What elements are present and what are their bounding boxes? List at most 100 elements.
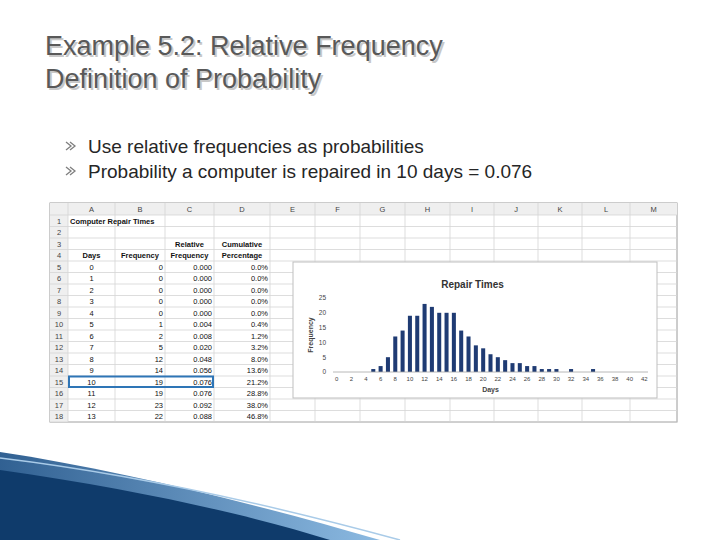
column-letter: J [514,205,518,214]
table-cell: 23 [155,401,163,410]
cell-gridline [50,422,677,423]
table-cell: 0 [159,297,163,306]
x-tick-label: 28 [538,376,545,382]
table-cell: 0.0% [251,263,268,272]
y-tick-label: 25 [319,294,327,301]
x-tick-label: 40 [626,376,633,382]
table-cell: 4 [89,309,93,318]
x-tick-label: 22 [494,376,501,382]
slide-title: Example 5.2: Relative Frequency [45,31,443,61]
x-tick-label: 36 [597,376,604,382]
cell-gridline [270,203,271,422]
chart: Repair Times0510152025Frequency024681012… [293,262,657,398]
table-cell: 46.8% [247,412,269,421]
bar [481,348,485,372]
x-tick-label: 30 [553,376,560,382]
x-tick-label: 10 [407,376,414,382]
bars [371,304,595,372]
column-letter: H [425,205,430,214]
x-tick-label: 42 [641,376,648,382]
table-cell: 12 [87,401,95,410]
bar [540,369,544,372]
bar [496,357,500,372]
table-cell: 7 [89,343,93,352]
x-axis-label: Days [482,386,499,394]
swoosh [0,470,330,540]
table-cell: 0.056 [193,366,212,375]
background [0,0,720,540]
bar [386,357,390,372]
sheet-frame [50,203,677,422]
row-number: 17 [55,401,63,410]
x-tick-label: 32 [568,376,575,382]
bar [415,316,419,372]
cell-gridline [50,215,677,216]
row-number: 1 [57,217,61,226]
table-cell: 8 [89,355,93,364]
x-tick-label: 14 [436,376,443,382]
table-cell: 0 [89,263,93,272]
column-header-bar [50,203,677,215]
table-cell: 0.000 [193,286,212,295]
y-tick-label: 0 [322,368,326,375]
table-cell: 2 [159,332,163,341]
bar [532,366,536,372]
bar [569,369,573,372]
table-cell: 14 [155,366,163,375]
table-cell: 8.0% [251,355,268,364]
row-number: 13 [55,355,63,364]
row-number: 16 [55,389,63,398]
x-tick-label: 34 [582,376,589,382]
bullet-text: Use relative frequencies as probabilitie… [88,136,424,157]
table-cell: 0.076 [193,389,212,398]
chart-title: Repair Times [441,279,504,290]
bar [445,313,449,372]
table-cell: 9 [89,366,93,375]
x-tick-label: 24 [509,376,516,382]
table-cell: 13.6% [247,366,269,375]
bar [510,363,514,372]
bar [401,331,405,372]
bar [467,336,471,372]
column-letter: F [335,205,340,214]
row-number: 3 [57,240,61,249]
bar [430,307,434,372]
slide-title: Definition of Probability [45,64,322,94]
table-cell: 11 [88,389,96,398]
column-header: Percentage [222,251,262,260]
table-cell: 0 [159,274,163,283]
column-letter: L [604,205,608,214]
row-number: 5 [57,263,61,272]
column-header: Days [83,251,101,260]
y-tick-label: 5 [322,354,326,361]
table-cell: 12 [155,355,163,364]
row-number: 12 [55,343,63,352]
bar [371,369,375,372]
row-number: 2 [57,228,61,237]
bar [393,336,397,372]
table-cell: 2 [89,286,93,295]
bar [459,331,463,372]
bar [503,360,507,372]
table-cell: 6 [89,332,93,341]
row-number: 7 [57,286,61,295]
row-number: 9 [57,309,61,318]
table-cell: 5 [89,320,93,329]
table-cell: 3 [89,297,93,306]
swoosh-line [0,458,400,540]
table-cell: 3.2% [251,343,268,352]
bullet-icon [66,167,75,175]
bar [518,363,522,372]
sheet-caption: Computer Repair Times [70,217,154,226]
table-cell: 0.000 [193,297,212,306]
header-upper: Relative [175,240,204,249]
row-header-bar [50,203,68,422]
table-cell: 1 [159,320,163,329]
table-cell: 0.0% [251,274,268,283]
x-tick-label: 8 [394,376,398,382]
bar [591,369,595,372]
y-tick-label: 15 [319,324,327,331]
table-cell: 0.0% [251,297,268,306]
column-letter: K [557,205,562,214]
cell-gridline [50,238,677,239]
